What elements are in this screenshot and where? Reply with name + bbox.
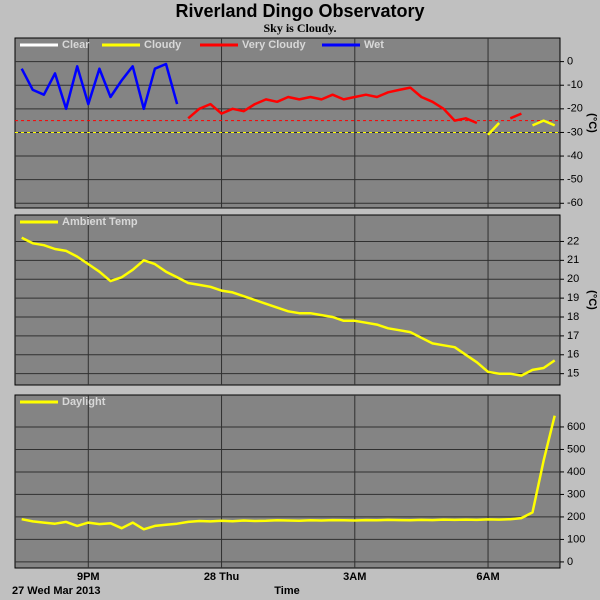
chart-subtitle: Sky is Cloudy. [263,21,336,35]
plot-area [14,37,561,209]
plot-area [14,394,561,569]
y-tick-label: 0 [567,556,573,568]
x-tick-label: 6AM [476,571,499,583]
legend-label: Clear [62,39,90,51]
y-tick-label: 200 [567,511,585,523]
y-tick-label: -60 [567,197,583,209]
y-tick-label: 300 [567,488,585,500]
y-tick-label: 15 [567,368,579,380]
y-tick-label: 100 [567,533,585,545]
y-axis-label: (°C) [586,113,598,133]
legend-label: Very Cloudy [242,39,306,51]
y-tick-label: 16 [567,349,579,361]
y-tick-label: 21 [567,254,579,266]
x-axis-label: Time [274,585,299,597]
y-tick-label: 20 [567,273,579,285]
series-line [187,86,522,125]
legend-label: Cloudy [144,39,182,51]
y-tick-label: 0 [567,56,573,68]
x-tick-label: 9PM [77,571,100,583]
legend-label: Wet [364,39,384,51]
date-label: 27 Wed Mar 2013 [12,585,100,597]
y-tick-label: -10 [567,79,583,91]
x-tick-label: 3AM [343,571,366,583]
y-tick-label: 600 [567,421,585,433]
y-tick-label: 22 [567,235,579,247]
legend-label: Daylight [62,396,106,408]
plot-area [14,214,561,386]
x-tick-label: 28 Thu [204,571,239,583]
y-tick-label: -30 [567,126,583,138]
series-line [487,119,556,136]
y-tick-label: -20 [567,103,583,115]
y-tick-label: 400 [567,466,585,478]
y-tick-label: -50 [567,174,583,186]
y-tick-label: 17 [567,330,579,342]
y-axis-label: (°C) [586,290,598,310]
series-line [21,236,556,377]
series-line [20,62,179,111]
series-line [21,415,556,531]
y-tick-label: 18 [567,311,579,323]
y-tick-label: 500 [567,443,585,455]
legend-label: Ambient Temp [62,216,138,228]
y-tick-label: 19 [567,292,579,304]
y-tick-label: -40 [567,150,583,162]
chart-title: Riverland Dingo Observatory [175,1,424,21]
